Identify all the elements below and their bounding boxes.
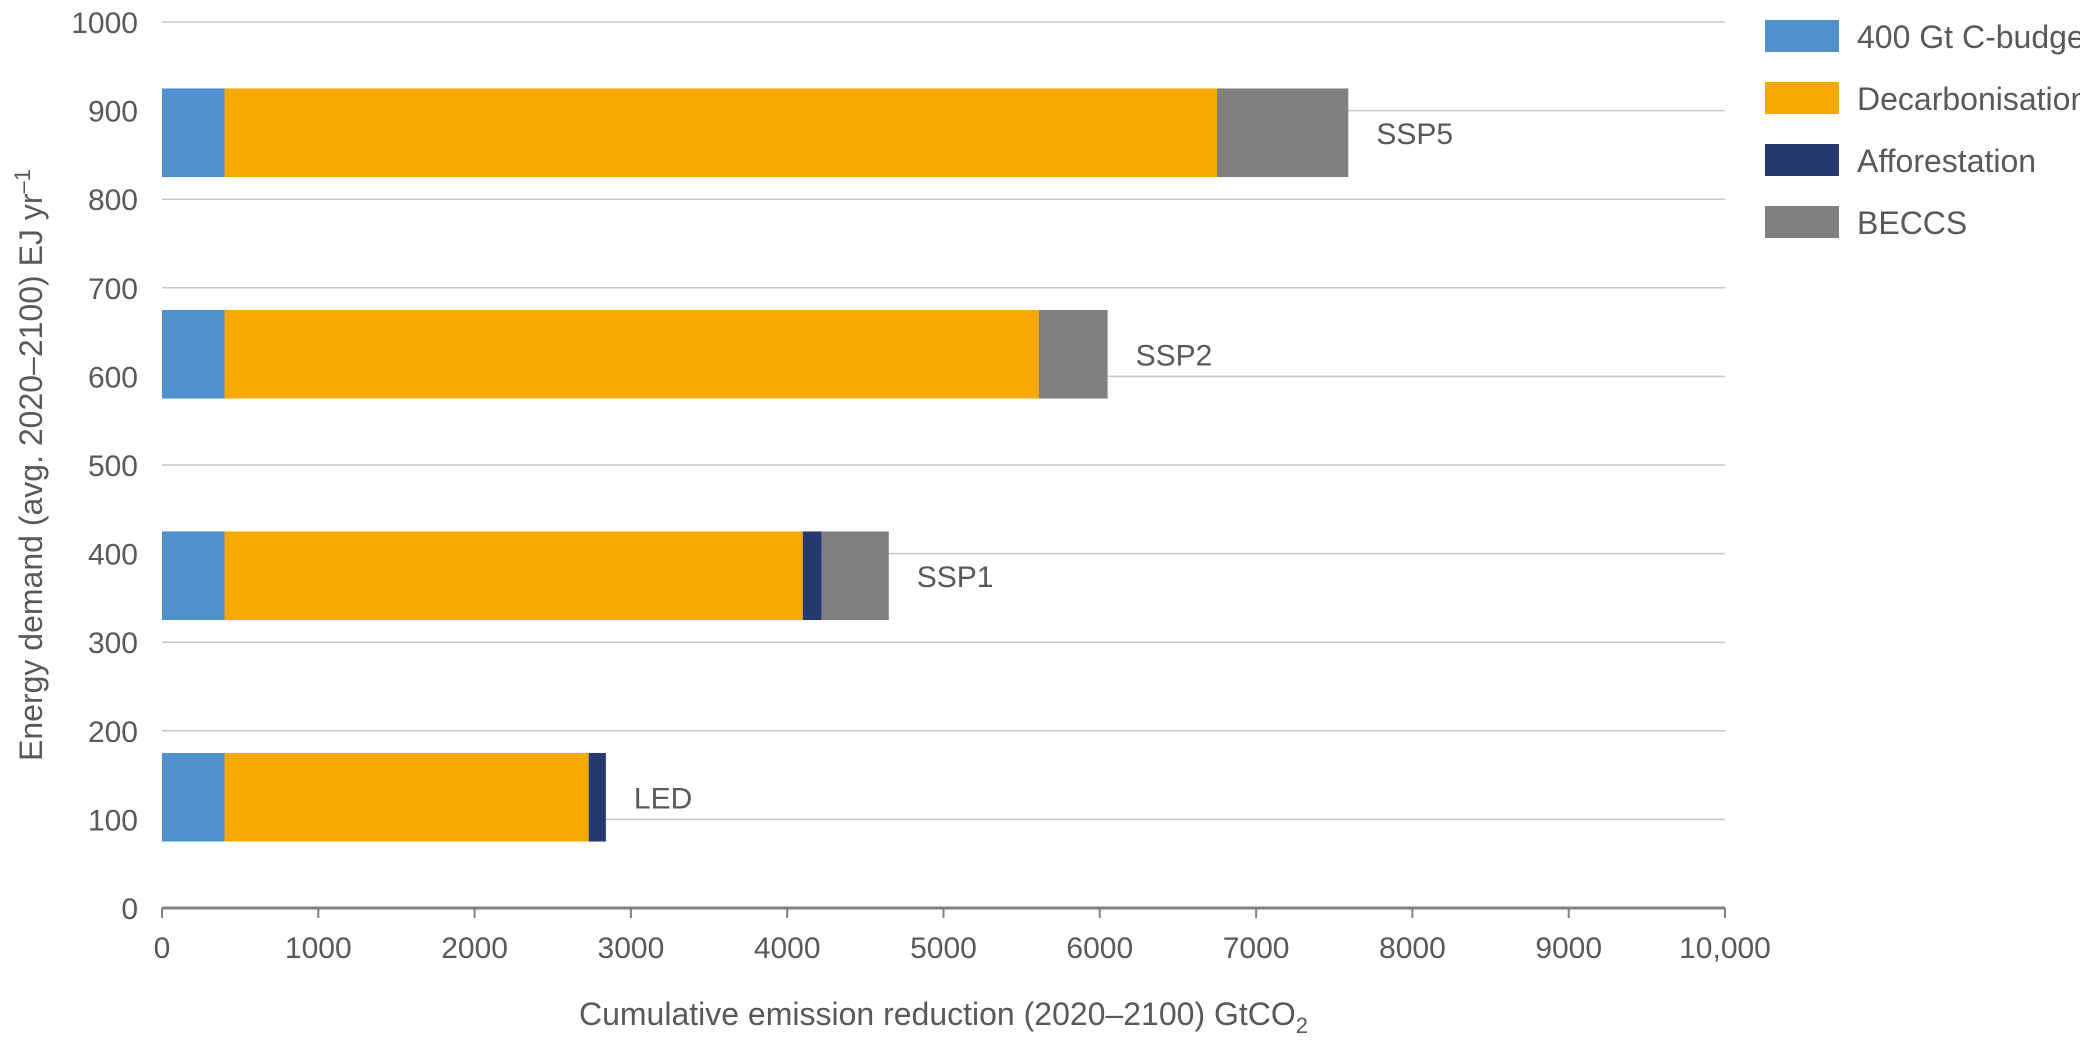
x-tick-label-8000: 8000 (1379, 932, 1446, 965)
x-tick-label-3000: 3000 (598, 932, 665, 965)
bar-ssp5-beccs (1217, 88, 1349, 178)
x-tick-label-5000: 5000 (910, 932, 977, 965)
y-tick-label-300: 300 (88, 627, 138, 660)
bar-led-afforestation (588, 752, 606, 842)
bar-led-400-gt-c-budget (162, 752, 225, 842)
legend-label-400-gt-c-budget: 400 Gt C-budget (1857, 19, 2080, 55)
bar-ssp2-decarbonisation (224, 309, 1039, 399)
y-tick-label-0: 0 (121, 893, 138, 926)
x-axis-title-subscript: 2 (1296, 1013, 1308, 1037)
x-tick-label-7000: 7000 (1223, 932, 1290, 965)
bar-ssp5-decarbonisation (224, 88, 1218, 178)
bars: SSP5 SSP2 SSP1 LED (162, 88, 1453, 842)
x-tick-label-0: 0 (154, 932, 171, 965)
x-axis-title: Cumulative emission reduction (2020–2100… (579, 996, 1308, 1037)
y-tick-label-600: 600 (88, 361, 138, 394)
legend-label-beccs: BECCS (1857, 205, 1967, 241)
x-tick-label-2000: 2000 (441, 932, 508, 965)
legend-swatch-afforestation (1765, 144, 1839, 176)
bar-label-ssp1: SSP1 (917, 561, 994, 594)
axes: 0 1000 2000 3000 4000 5000 6000 7000 8000 9000 10,… (10, 7, 1771, 1038)
y-tick-label-900: 900 (88, 96, 138, 129)
y-tick-label-800: 800 (88, 184, 138, 217)
x-tick-label-9000: 9000 (1535, 932, 1602, 965)
legend-swatch-beccs (1765, 206, 1839, 238)
bar-led-decarbonisation (224, 752, 589, 842)
bar-ssp1-400-gt-c-budget (162, 531, 225, 621)
legend-label-afforestation: Afforestation (1857, 143, 2036, 179)
y-tick-label-100: 100 (88, 804, 138, 837)
x-tick-label-10000: 10,000 (1679, 932, 1771, 965)
bar-ssp1-afforestation (802, 531, 822, 621)
y-axis-title-superscript: –1 (10, 169, 35, 193)
legend-swatch-400-gt-c-budget (1765, 20, 1839, 52)
y-tick-label-1000: 1000 (71, 7, 138, 40)
legend-label-decarbonisation: Decarbonisation (1857, 81, 2080, 117)
y-tick-label-500: 500 (88, 450, 138, 483)
bar-ssp2-beccs (1038, 309, 1108, 399)
bar-label-led: LED (634, 782, 692, 815)
bar-ssp1-beccs (821, 531, 889, 621)
x-tick-label-1000: 1000 (285, 932, 352, 965)
bar-label-ssp5: SSP5 (1376, 118, 1453, 151)
y-tick-label-200: 200 (88, 716, 138, 749)
y-tick-label-400: 400 (88, 539, 138, 572)
x-tick-label-6000: 6000 (1066, 932, 1133, 965)
y-tick-label-700: 700 (88, 273, 138, 306)
x-axis-title-text: Cumulative emission reduction (2020–2100… (579, 996, 1296, 1032)
x-tick-label-4000: 4000 (754, 932, 821, 965)
bar-ssp2-400-gt-c-budget (162, 309, 225, 399)
bar-label-ssp2: SSP2 (1136, 339, 1213, 372)
bar-ssp5-400-gt-c-budget (162, 88, 225, 178)
legend: 400 Gt C-budget Decarbonisation Afforestat… (1765, 19, 2080, 241)
legend-swatch-decarbonisation (1765, 82, 1839, 114)
y-axis-title: Energy demand (avg. 2020–2100) EJ yr–1 (10, 169, 49, 761)
bar-ssp1-decarbonisation (224, 531, 803, 621)
y-axis-title-text: Energy demand (avg. 2020–2100) EJ yr (13, 193, 49, 761)
